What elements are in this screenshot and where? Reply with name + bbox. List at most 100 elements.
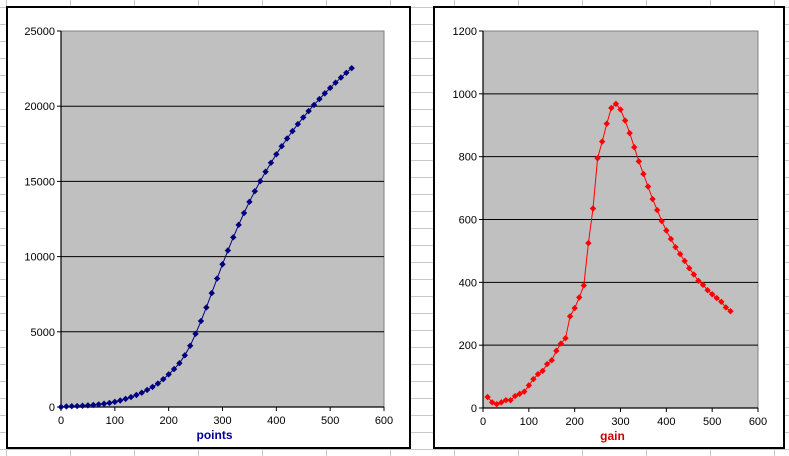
x-tick-label: 600 <box>375 415 393 427</box>
x-tick-label: 400 <box>267 415 285 427</box>
data-point-marker[interactable] <box>154 380 162 387</box>
points-chart[interactable]: 0 5000 10000 15000 20000 25000 0 100 200 300 400 50… <box>6 6 411 449</box>
data-point-marker[interactable] <box>644 183 652 190</box>
y-tick-label: 0 <box>471 403 477 415</box>
data-point-marker[interactable] <box>713 294 720 302</box>
data-point-marker[interactable] <box>326 84 334 92</box>
data-point-marker[interactable] <box>133 391 140 399</box>
y-tick-label: 600 <box>459 215 477 227</box>
data-point-marker[interactable] <box>143 386 151 394</box>
data-point-marker[interactable] <box>165 371 172 378</box>
data-point-marker[interactable] <box>727 308 734 315</box>
data-point-marker[interactable] <box>224 247 232 254</box>
data-point-marker[interactable] <box>84 402 92 409</box>
data-point-marker[interactable] <box>100 400 108 407</box>
data-point-marker[interactable] <box>63 403 70 410</box>
data-point-marker[interactable] <box>316 95 323 103</box>
data-point-marker[interactable] <box>686 264 693 272</box>
data-point-marker[interactable] <box>562 335 569 342</box>
data-point-marker[interactable] <box>267 159 275 166</box>
data-point-marker[interactable] <box>484 393 491 401</box>
data-point-marker[interactable] <box>117 397 124 404</box>
data-point-marker[interactable] <box>343 69 350 76</box>
data-point-marker[interactable] <box>138 389 145 396</box>
x-tick-label: 100 <box>106 415 124 427</box>
y-tick-label: 1000 <box>453 89 477 101</box>
gain-chart-canvas: 0 200 400 600 800 1000 1200 0 100 200 300 400 500 600… <box>453 26 768 443</box>
data-point-marker[interactable] <box>699 281 707 289</box>
data-point-marker[interactable] <box>493 401 500 408</box>
data-point-marker[interactable] <box>251 188 258 195</box>
data-point-marker[interactable] <box>235 221 242 229</box>
data-point-marker[interactable] <box>672 243 679 251</box>
data-point-marker[interactable] <box>127 393 135 401</box>
data-point-marker[interactable] <box>658 217 665 225</box>
x-tick-label: 200 <box>159 415 177 427</box>
data-point-marker[interactable] <box>176 360 183 367</box>
data-point-marker[interactable] <box>160 375 167 383</box>
data-point-marker[interactable] <box>95 401 102 408</box>
data-point-marker[interactable] <box>203 304 210 311</box>
data-point-marker[interactable] <box>230 234 237 241</box>
data-point-marker[interactable] <box>181 352 189 359</box>
data-point-marker[interactable] <box>278 143 285 150</box>
data-point-marker[interactable] <box>192 330 199 338</box>
data-point-marker[interactable] <box>240 209 248 217</box>
data-point-marker[interactable] <box>197 317 205 325</box>
data-point-marker[interactable] <box>521 388 528 395</box>
data-point-marker[interactable] <box>262 168 269 175</box>
y-tick-label: 1200 <box>453 26 477 38</box>
data-point-marker[interactable] <box>57 403 65 411</box>
data-point-marker[interactable] <box>631 144 638 151</box>
data-point-marker[interactable] <box>273 151 280 158</box>
data-point-marker[interactable] <box>300 114 307 121</box>
data-point-marker[interactable] <box>305 107 312 115</box>
y-tick-label: 15000 <box>24 176 55 188</box>
data-point-marker[interactable] <box>348 64 355 72</box>
gain-chart[interactable]: 0 200 400 600 800 1000 1200 0 100 200 300 400 500 600… <box>433 6 785 449</box>
data-point-marker[interactable] <box>589 205 597 212</box>
data-point-marker[interactable] <box>488 399 496 406</box>
data-point-marker[interactable] <box>507 396 514 404</box>
data-point-marker[interactable] <box>79 402 86 409</box>
y-tick-label: 5000 <box>31 327 55 339</box>
data-point-marker[interactable] <box>208 289 215 297</box>
data-point-marker[interactable] <box>122 395 129 403</box>
data-point-marker[interactable] <box>502 396 510 404</box>
y-tick-label: 10000 <box>24 252 55 264</box>
data-point-marker[interactable] <box>534 370 542 378</box>
x-tick-label: 100 <box>520 416 538 428</box>
x-tick-label: 300 <box>611 416 629 428</box>
data-point-marker[interactable] <box>68 403 75 410</box>
data-point-marker[interactable] <box>310 101 318 109</box>
data-point-marker[interactable] <box>337 74 345 81</box>
data-point-marker[interactable] <box>187 342 194 349</box>
data-point-marker[interactable] <box>548 357 555 364</box>
data-point-marker[interactable] <box>246 198 253 206</box>
data-point-marker[interactable] <box>283 135 291 142</box>
x-tick-label: 0 <box>58 415 64 427</box>
data-point-marker[interactable] <box>332 79 339 86</box>
data-point-marker[interactable] <box>498 399 505 406</box>
data-point-marker[interactable] <box>213 275 221 282</box>
y-tick-label: 25000 <box>24 26 55 38</box>
y-tick-label: 0 <box>49 402 55 414</box>
data-point-marker[interactable] <box>576 294 583 301</box>
data-point-marker[interactable] <box>294 120 302 128</box>
x-tick-label: 500 <box>703 416 721 428</box>
data-point-marker[interactable] <box>617 106 624 113</box>
data-point-marker[interactable] <box>111 398 119 406</box>
data-point-marker[interactable] <box>256 178 264 185</box>
x-tick-label: 500 <box>321 415 339 427</box>
data-point-marker[interactable] <box>149 383 156 391</box>
data-point-marker[interactable] <box>106 399 113 407</box>
data-point-marker[interactable] <box>90 401 97 409</box>
data-point-marker[interactable] <box>170 365 178 373</box>
data-point-marker[interactable] <box>73 402 81 410</box>
data-point-marker[interactable] <box>603 120 610 127</box>
data-point-marker[interactable] <box>219 261 226 268</box>
data-point-marker[interactable] <box>289 127 296 135</box>
data-point-marker[interactable] <box>321 90 328 97</box>
plot-area <box>60 30 385 408</box>
x-tick-label: 300 <box>213 415 231 427</box>
